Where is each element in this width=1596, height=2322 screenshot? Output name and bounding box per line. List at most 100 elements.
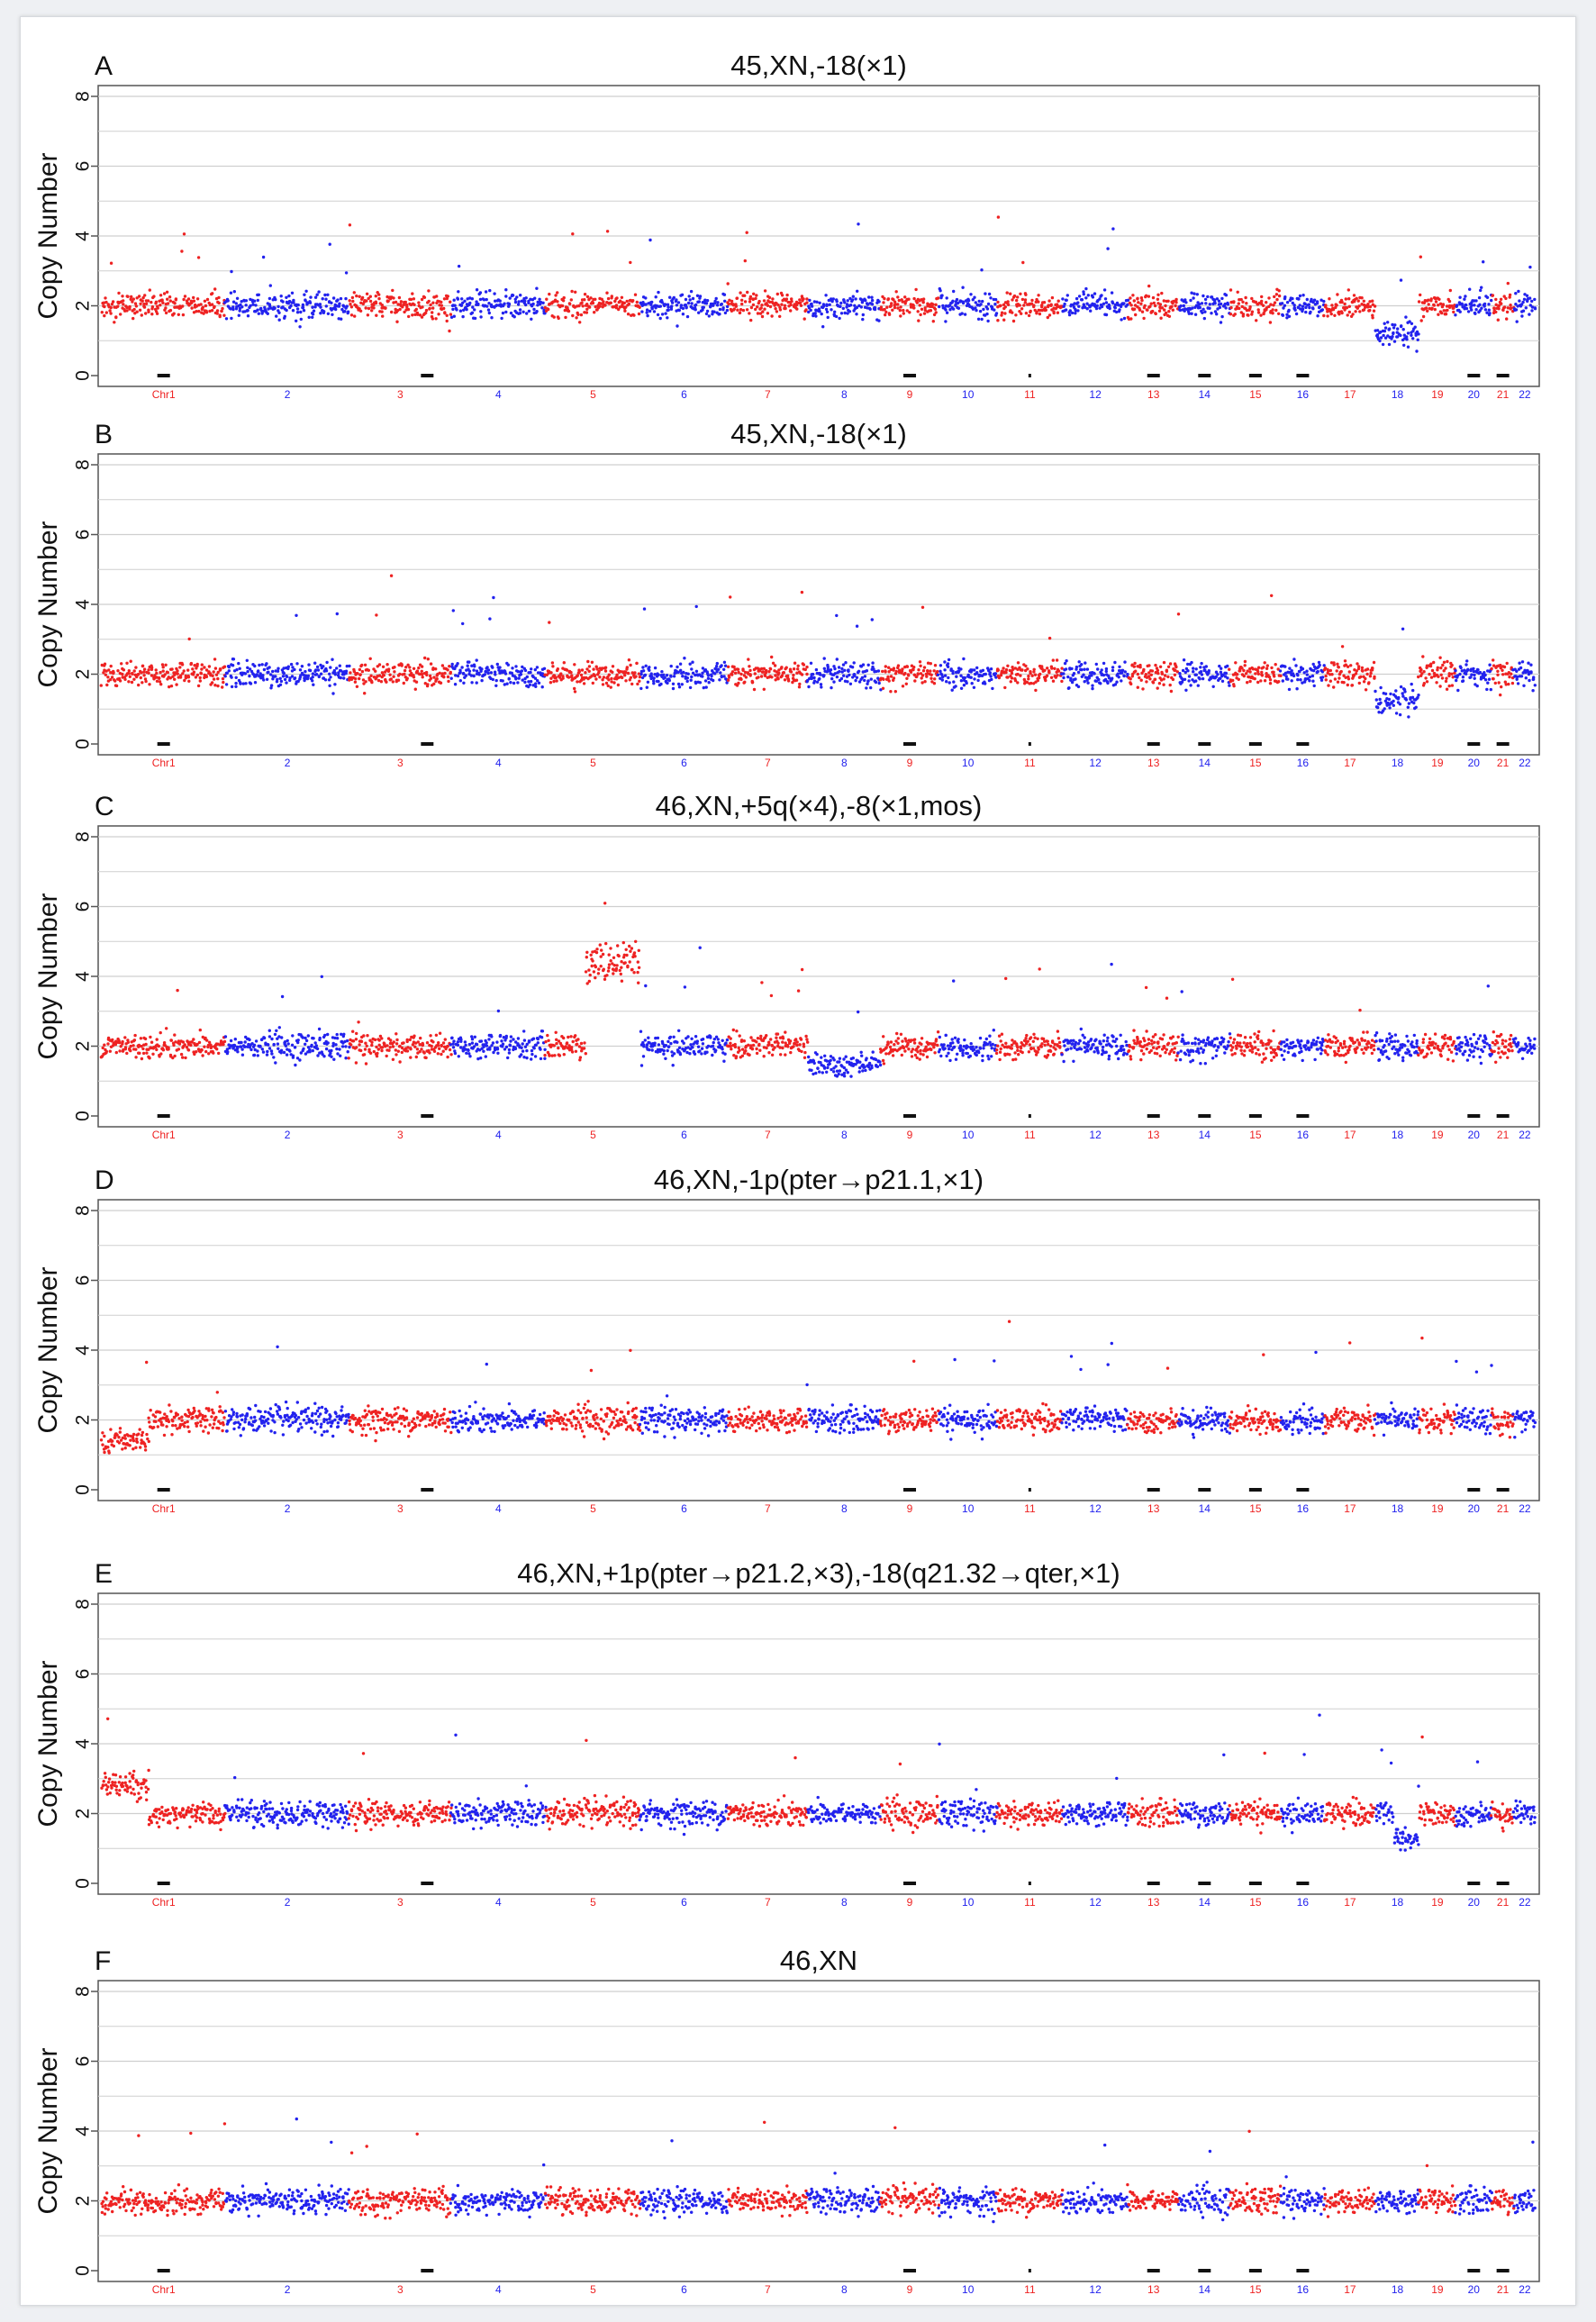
cnv-point [366, 313, 370, 317]
cnv-point [418, 1043, 422, 1047]
cnv-point [605, 291, 609, 295]
cnv-point [917, 668, 920, 672]
cnv-point [1199, 670, 1203, 674]
cnv-point [450, 662, 454, 667]
cnv-point [794, 302, 799, 306]
cnv-point [330, 1055, 333, 1058]
cnv-point [1020, 297, 1025, 302]
cnv-point [571, 313, 575, 318]
cnv-point [118, 679, 122, 683]
cnv-point [1328, 297, 1331, 301]
cnv-point [603, 666, 608, 669]
cnv-point [424, 670, 429, 675]
cnv-point [1004, 667, 1009, 672]
cnv-point [438, 671, 441, 675]
cnv-point [1104, 313, 1109, 317]
cnv-point [476, 303, 480, 306]
cnv-point [1434, 300, 1438, 304]
cnv-point [1402, 343, 1406, 347]
cnv-point [342, 1032, 346, 1037]
cnv-point [340, 1045, 345, 1048]
cnv-point [800, 590, 804, 594]
cnv-point [1098, 306, 1102, 310]
cnv-point [413, 1045, 417, 1048]
cnv-point [1371, 316, 1374, 320]
cnv-point [484, 290, 488, 294]
cnv-point [200, 663, 204, 667]
cnv-point [1404, 698, 1409, 702]
cnv-point [537, 681, 541, 685]
cnv-point [660, 313, 665, 316]
cnv-point [610, 296, 613, 300]
cnv-point [194, 676, 198, 679]
cnv-point [867, 295, 871, 299]
cnv-point [666, 303, 670, 306]
cnv-point [388, 1046, 392, 1049]
cnv-point [429, 676, 433, 680]
cnv-point [135, 310, 139, 313]
cnv-point [1386, 321, 1390, 324]
cnv-point [212, 677, 216, 681]
cnv-point [974, 306, 977, 310]
cnv-point [1040, 304, 1044, 307]
cnv-point [1174, 665, 1178, 669]
cnv-point [757, 676, 760, 679]
cnv-point [448, 665, 451, 668]
cnv-point [253, 664, 257, 668]
cnv-point [456, 1043, 460, 1048]
cnv-point [242, 1045, 247, 1048]
cnv-point [1084, 305, 1087, 309]
cnv-point [1528, 313, 1531, 316]
cnv-point [534, 685, 538, 688]
cnv-point [355, 1046, 358, 1049]
cnv-point [846, 312, 849, 315]
cnv-point [844, 661, 848, 665]
cnv-point [1085, 302, 1089, 305]
cnv-point [408, 669, 413, 673]
cnv-point [527, 309, 531, 313]
cnv-point [1000, 313, 1003, 317]
cnv-point [1292, 658, 1296, 661]
cnv-point [377, 674, 382, 677]
cnv-point [694, 303, 698, 307]
cnv-point [164, 663, 168, 667]
cnv-point [771, 297, 775, 301]
cnv-point [121, 1039, 124, 1044]
cnv-point [154, 300, 159, 304]
cnv-point [857, 669, 861, 673]
cnv-point [1202, 316, 1207, 321]
cnv-point [311, 305, 314, 309]
cnv-point [441, 1049, 445, 1053]
cnv-point [246, 314, 250, 318]
cnv-point [920, 298, 923, 302]
cnv-point [1228, 667, 1231, 671]
panel-letter: A [95, 51, 113, 81]
cnv-point [530, 667, 533, 671]
cnv-point [1241, 313, 1246, 316]
cnv-point [1371, 313, 1374, 317]
cnv-point [1153, 677, 1157, 681]
y-tick-label: 4 [73, 231, 94, 241]
cnv-point [384, 306, 387, 310]
cnv-point [199, 303, 203, 306]
cnv-point [1089, 309, 1093, 313]
cnv-point [1430, 306, 1434, 310]
cnv-point [1399, 278, 1403, 282]
cnv-point [931, 303, 935, 306]
cnv-point [370, 1040, 374, 1045]
cnv-point [298, 325, 302, 329]
cnv-point [273, 306, 277, 310]
cnv-point [142, 670, 146, 674]
cnv-point [822, 304, 826, 308]
cnv-point [969, 676, 973, 679]
cnv-point [176, 672, 179, 676]
cnv-point [638, 679, 641, 683]
cnv-point [1514, 308, 1519, 312]
cnv-point [467, 1052, 471, 1056]
chromosome-label: 8 [841, 388, 848, 401]
cnv-point [268, 666, 271, 669]
cnv-point [488, 617, 492, 621]
cnv-point [1147, 664, 1151, 667]
cnv-point [134, 1056, 138, 1059]
cnv-point [414, 680, 419, 684]
